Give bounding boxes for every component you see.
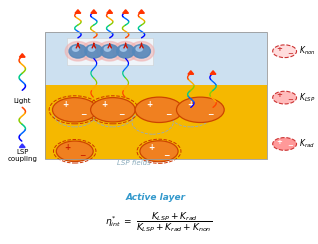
Text: −: −: [79, 151, 85, 160]
Text: +: +: [148, 142, 155, 152]
Bar: [45, 32, 267, 159]
Text: +: +: [276, 92, 282, 98]
Polygon shape: [210, 71, 216, 74]
Circle shape: [113, 41, 138, 61]
Text: $K_{LSP}$: $K_{LSP}$: [299, 91, 315, 104]
Text: −: −: [207, 110, 213, 119]
Circle shape: [104, 46, 111, 51]
Circle shape: [120, 46, 127, 51]
Polygon shape: [75, 10, 81, 13]
Polygon shape: [123, 10, 128, 13]
Bar: [45, 32, 267, 159]
Text: Light: Light: [13, 98, 31, 104]
Text: −: −: [287, 143, 293, 149]
Bar: [45, 85, 267, 159]
Text: Active layer: Active layer: [126, 193, 186, 202]
Circle shape: [136, 46, 142, 51]
Text: −: −: [165, 110, 172, 119]
Circle shape: [97, 41, 122, 61]
Text: +: +: [101, 101, 107, 109]
Polygon shape: [139, 10, 144, 13]
Text: $K_{non}$: $K_{non}$: [299, 45, 316, 58]
Circle shape: [81, 41, 107, 61]
Polygon shape: [19, 54, 25, 57]
Text: −: −: [287, 51, 293, 57]
Ellipse shape: [140, 141, 178, 162]
Text: −: −: [287, 97, 293, 103]
Text: +: +: [276, 46, 282, 52]
Circle shape: [129, 41, 154, 61]
Circle shape: [133, 44, 150, 58]
Polygon shape: [188, 71, 194, 74]
Text: −: −: [163, 151, 170, 160]
Bar: [67, 38, 153, 65]
Text: +: +: [64, 143, 71, 152]
Text: +: +: [146, 100, 153, 109]
Text: LSP
coupling: LSP coupling: [7, 149, 37, 162]
Text: $K_{rad}$: $K_{rad}$: [299, 138, 315, 150]
Polygon shape: [19, 144, 25, 147]
Text: −: −: [80, 110, 87, 119]
Ellipse shape: [273, 91, 297, 104]
Text: +: +: [188, 100, 194, 109]
Ellipse shape: [273, 45, 297, 58]
Ellipse shape: [56, 141, 93, 162]
Circle shape: [117, 44, 135, 58]
Text: +: +: [63, 101, 69, 109]
Ellipse shape: [52, 98, 97, 122]
Ellipse shape: [176, 97, 224, 122]
Circle shape: [73, 46, 79, 51]
Circle shape: [101, 44, 119, 58]
Polygon shape: [107, 10, 113, 13]
Circle shape: [69, 44, 87, 58]
Ellipse shape: [91, 98, 135, 122]
Text: −: −: [119, 110, 125, 119]
Text: +: +: [276, 139, 282, 144]
Text: $\eta_{int}^{*}\ =\ \dfrac{K_{LSP}+K_{rad}}{K_{LSP}+K_{rad}+K_{non}}$: $\eta_{int}^{*}\ =\ \dfrac{K_{LSP}+K_{ra…: [105, 210, 213, 234]
Circle shape: [88, 46, 95, 51]
Circle shape: [85, 44, 103, 58]
Text: LSP fields: LSP fields: [117, 161, 150, 166]
Ellipse shape: [273, 138, 297, 150]
Polygon shape: [91, 10, 97, 13]
Circle shape: [65, 41, 91, 61]
Ellipse shape: [135, 97, 183, 122]
